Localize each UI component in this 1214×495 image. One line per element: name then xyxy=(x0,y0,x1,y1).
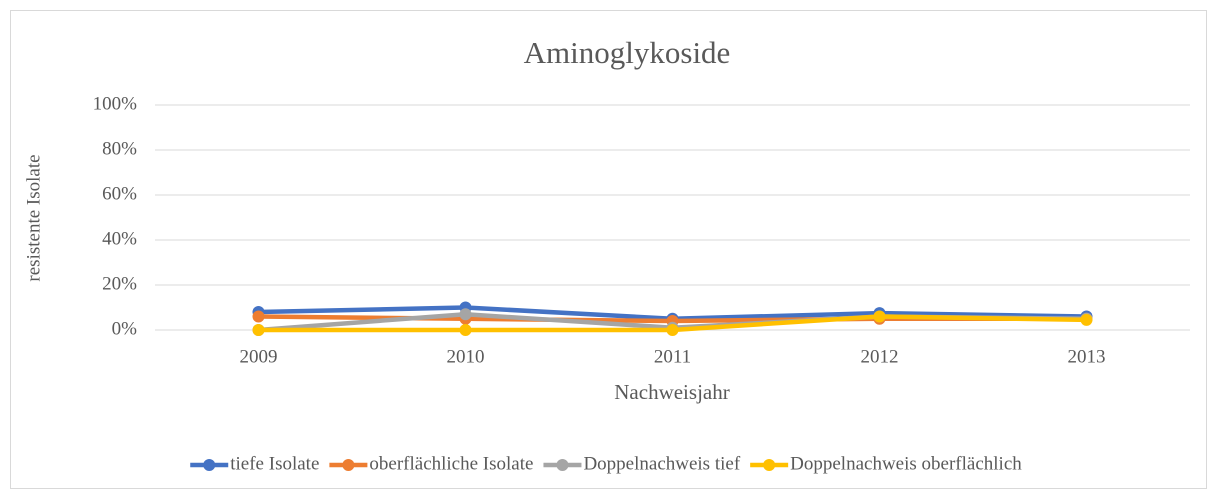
legend-label: Doppelnachweis tief xyxy=(583,453,740,474)
legend-marker xyxy=(203,459,216,471)
data-point xyxy=(252,310,265,323)
y-tick-label: 20% xyxy=(102,273,137,294)
data-point xyxy=(666,324,679,336)
y-tick-label: 60% xyxy=(102,183,137,204)
x-tick-label: 2012 xyxy=(861,346,899,367)
legend-marker xyxy=(342,459,355,471)
x-tick-label: 2013 xyxy=(1068,346,1106,367)
chart-title: Aminoglykoside xyxy=(524,35,731,70)
legend-label: oberflächliche Isolate xyxy=(369,453,533,474)
y-tick-label: 100% xyxy=(93,93,138,114)
legend-marker xyxy=(556,459,569,471)
y-tick-label: 40% xyxy=(102,228,137,249)
legend-label: tiefe Isolate xyxy=(230,453,319,474)
x-tick-label: 2011 xyxy=(654,346,691,367)
y-axis-title: resistente Isolate xyxy=(23,154,44,281)
data-point xyxy=(459,324,472,336)
y-tick-label: 0% xyxy=(112,318,138,339)
y-tick-label: 80% xyxy=(102,138,137,159)
chart-border xyxy=(10,10,1207,489)
data-point xyxy=(1080,313,1093,326)
x-tick-label: 2010 xyxy=(447,346,485,367)
x-axis-title: Nachweisjahr xyxy=(614,380,729,404)
x-tick-label: 2009 xyxy=(240,346,278,367)
legend-marker xyxy=(763,459,776,471)
data-point xyxy=(252,324,265,336)
data-point xyxy=(873,310,886,323)
legend-label: Doppelnachweis oberflächlich xyxy=(790,453,1022,474)
data-point xyxy=(459,308,472,321)
